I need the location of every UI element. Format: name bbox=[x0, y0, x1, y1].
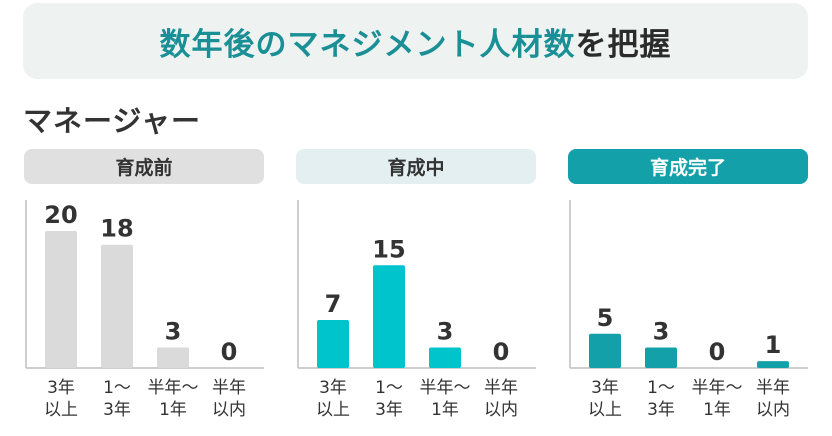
bar-value-label: 5 bbox=[597, 304, 614, 332]
bar bbox=[157, 347, 189, 368]
bar-value-label: 3 bbox=[437, 317, 454, 345]
banner-title-highlight: 数年後のマネジメント人材数 bbox=[159, 26, 576, 63]
chart-svg: 5 3年以上 3 1〜 3年 0 半年〜 1年 1 半年以内 bbox=[569, 200, 808, 420]
bar-value-label: 3 bbox=[165, 317, 182, 345]
chart-svg: 7 3年以上 15 1〜 3年 3 半年〜 1年 0 半年以内 bbox=[297, 200, 536, 420]
x-tick-label: 半年〜 1年 bbox=[148, 378, 199, 420]
bar-chart-complete: 5 3年以上 3 1〜 3年 0 半年〜 1年 1 半年以内 bbox=[568, 195, 818, 430]
bar bbox=[429, 347, 461, 368]
banner-title: 数年後のマネジメント人材数を把握 bbox=[160, 19, 672, 64]
bar-value-label: 0 bbox=[709, 338, 726, 366]
chart-header-before: 育成前 bbox=[24, 149, 264, 184]
bar-value-label: 15 bbox=[372, 235, 405, 263]
bar-value-label: 1 bbox=[765, 331, 782, 359]
x-tick-label: 半年〜 1年 bbox=[420, 378, 471, 420]
bar-chart-before: 20 3年以上 18 1〜 3年 3 半年〜 1年 0 半年以内 bbox=[24, 195, 274, 430]
chart-header-label: 育成完了 bbox=[649, 157, 726, 179]
title-banner: 数年後のマネジメント人材数を把握 bbox=[23, 3, 808, 79]
chart-header-label: 育成前 bbox=[115, 157, 173, 179]
bar bbox=[45, 231, 77, 368]
section-title: マネージャー bbox=[23, 104, 201, 138]
bar-value-label: 18 bbox=[100, 215, 133, 243]
chart-header-complete: 育成完了 bbox=[568, 149, 808, 184]
bar-value-label: 20 bbox=[44, 201, 77, 229]
x-tick-label: 半年以内 bbox=[484, 378, 518, 420]
chart-header-label: 育成中 bbox=[387, 157, 445, 179]
bar bbox=[589, 333, 621, 368]
bar bbox=[101, 244, 133, 368]
x-tick-label: 1〜 3年 bbox=[103, 378, 131, 420]
chart-svg: 20 3年以上 18 1〜 3年 3 半年〜 1年 0 半年以内 bbox=[25, 200, 264, 420]
x-tick-label: 半年以内 bbox=[756, 378, 790, 420]
x-tick-label: 3年以上 bbox=[316, 378, 350, 420]
bar bbox=[317, 320, 349, 368]
bar bbox=[373, 265, 405, 368]
chart-header-in-progress: 育成中 bbox=[296, 149, 536, 184]
bar-value-label: 7 bbox=[325, 290, 342, 318]
bar bbox=[757, 361, 789, 368]
bar-value-label: 0 bbox=[221, 338, 238, 366]
bar bbox=[645, 347, 677, 368]
x-tick-label: 半年以内 bbox=[212, 378, 246, 420]
x-tick-label: 半年〜 1年 bbox=[692, 378, 743, 420]
bar-value-label: 3 bbox=[653, 317, 670, 345]
bar-chart-in-progress: 7 3年以上 15 1〜 3年 3 半年〜 1年 0 半年以内 bbox=[296, 195, 546, 430]
x-tick-label: 1〜 3年 bbox=[375, 378, 403, 420]
x-tick-label: 1〜 3年 bbox=[647, 378, 675, 420]
x-tick-label: 3年以上 bbox=[588, 378, 622, 420]
banner-title-rest: を把握 bbox=[575, 26, 672, 63]
x-tick-label: 3年以上 bbox=[44, 378, 78, 420]
bar-value-label: 0 bbox=[493, 338, 510, 366]
